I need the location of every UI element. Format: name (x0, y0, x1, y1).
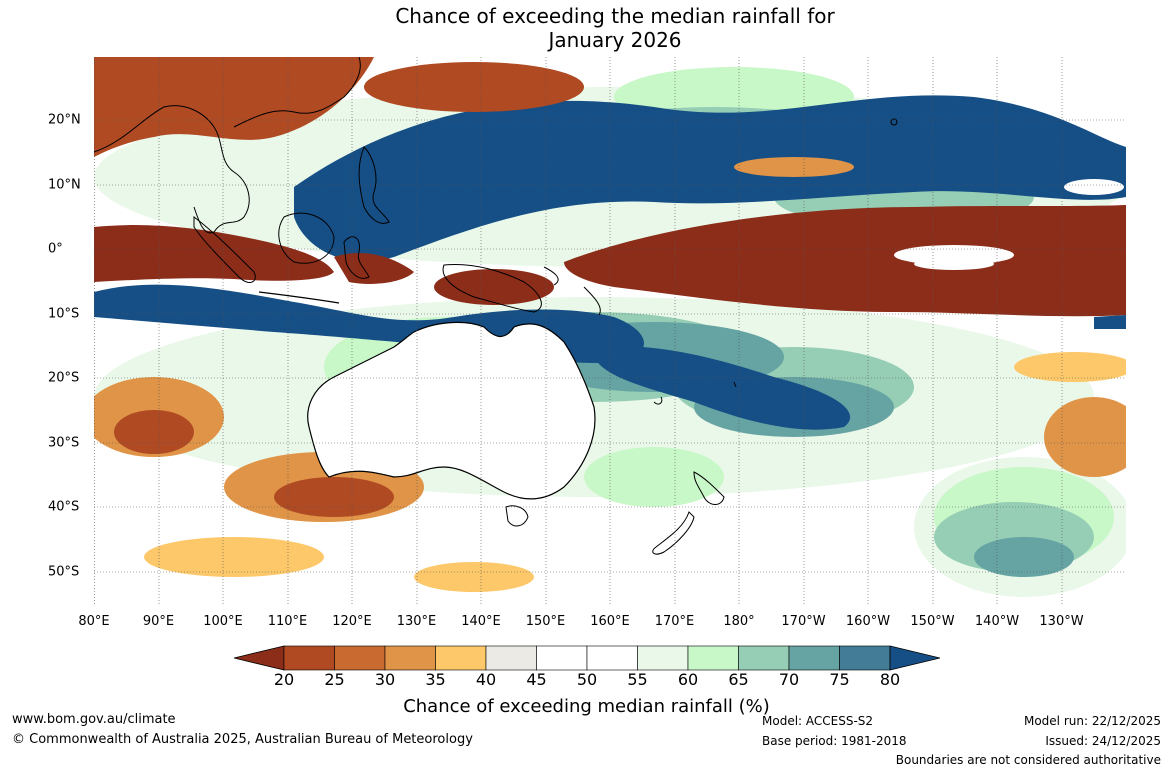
java-outline (258, 291, 340, 304)
colorbar-tick: 30 (374, 670, 396, 689)
longitude-tick: 100°E (203, 614, 243, 629)
colorbar-tick: 40 (475, 670, 497, 689)
dark-brown-areas (94, 205, 1126, 317)
colorbar-segment (435, 645, 487, 671)
colorbar-tick: 60 (677, 670, 699, 689)
longitude-tick: 170°W (781, 614, 826, 629)
sumatra-outline (193, 215, 256, 283)
colorbar-segment (536, 645, 588, 671)
colorbar-segment (485, 645, 537, 671)
colorbar-segment (687, 645, 739, 671)
longitude-tick: 170°E (654, 614, 695, 629)
latitude-tick: 20°S (48, 370, 80, 386)
colorbar (234, 645, 940, 671)
latitude-tick: 30°S (48, 435, 80, 450)
light-orange-areas (144, 352, 1126, 592)
latitude-tick: 20°N (48, 112, 81, 128)
model-run-text: Model run: 22/12/2025 (1023, 714, 1161, 728)
disclaimer-text: Boundaries are not considered authoritat… (895, 753, 1161, 767)
copyright-text: © Commonwealth of Australia 2025, Austra… (12, 732, 473, 747)
colorbar-segment (738, 645, 790, 671)
colorbar-segment (637, 645, 689, 671)
asia-coastline (94, 57, 361, 234)
borneo-outline (278, 212, 335, 264)
longitude-tick: 150°W (910, 614, 955, 629)
colorbar-tick: 25 (324, 670, 345, 689)
longitude-tick: 130°W (1039, 614, 1084, 629)
colorbar-over-arrow (889, 645, 940, 671)
colorbar-tick: 20 (273, 670, 295, 689)
sulawesi-outline (343, 236, 370, 279)
new-zealand-south (652, 511, 695, 555)
colorbar-segment (283, 645, 335, 671)
philippines-outline (358, 146, 390, 224)
colorbar-segment (334, 645, 386, 671)
issued-text: Issued: 24/12/2025 (1045, 734, 1161, 748)
latitude-tick: 50°S (48, 564, 80, 579)
longitude-tick: 160°E (590, 614, 630, 629)
longitude-tick: 160°W (845, 614, 891, 629)
colorbar-tick: 65 (728, 670, 749, 689)
colorbar-tick: 35 (425, 670, 446, 689)
colorbar-segment (788, 645, 840, 671)
colorbar-segment (586, 645, 638, 671)
latitude-tick: 10°S (48, 306, 80, 321)
new-guinea-outline (442, 263, 542, 313)
longitude-tick: 130°E (396, 614, 437, 629)
latitude-tick: 0° (48, 241, 63, 257)
model-text: Model: ACCESS-S2 (762, 714, 874, 728)
graticule (94, 57, 1126, 604)
colorbar-under-arrow (234, 645, 285, 671)
longitude-tick: 110°E (267, 614, 308, 629)
colorbar-segment (839, 645, 891, 671)
pacific-islands (543, 118, 898, 405)
tasmania-outline (505, 505, 529, 527)
colorbar-segment (384, 645, 436, 671)
longitude-tick: 120°E (332, 614, 372, 629)
website-link[interactable]: www.bom.gov.au/climate (12, 712, 176, 727)
latitude-tick: 10°N (48, 177, 81, 192)
longitude-tick: 180° (723, 614, 755, 629)
colorbar-tick: 75 (829, 670, 850, 689)
longitude-tick: 150°E (525, 614, 566, 629)
latitude-tick: 40°S (48, 499, 80, 515)
longitude-tick: 80°E (78, 614, 110, 629)
white-gaps (894, 179, 1124, 270)
chart-title-line1: Chance of exceeding the median rainfall … (395, 4, 835, 28)
longitude-tick: 90°E (142, 614, 175, 629)
base-period-text: Base period: 1981-2018 (762, 734, 907, 748)
colorbar-title: Chance of exceeding median rainfall (%) (403, 696, 770, 717)
rainfall-map (94, 57, 1126, 604)
colorbar-tick: 70 (778, 670, 800, 689)
colorbar-tick: 80 (879, 670, 901, 689)
colorbar-tick: 45 (526, 670, 547, 689)
chart-title-line2: January 2026 (548, 28, 682, 52)
new-zealand-north (693, 471, 725, 505)
dark-blue-areas (94, 95, 1126, 430)
australia-outline (307, 321, 596, 500)
colorbar-tick: 50 (576, 670, 598, 689)
longitude-tick: 140°E (461, 614, 501, 629)
colorbar-tick: 55 (627, 670, 648, 689)
longitude-tick: 140°W (974, 614, 1020, 629)
